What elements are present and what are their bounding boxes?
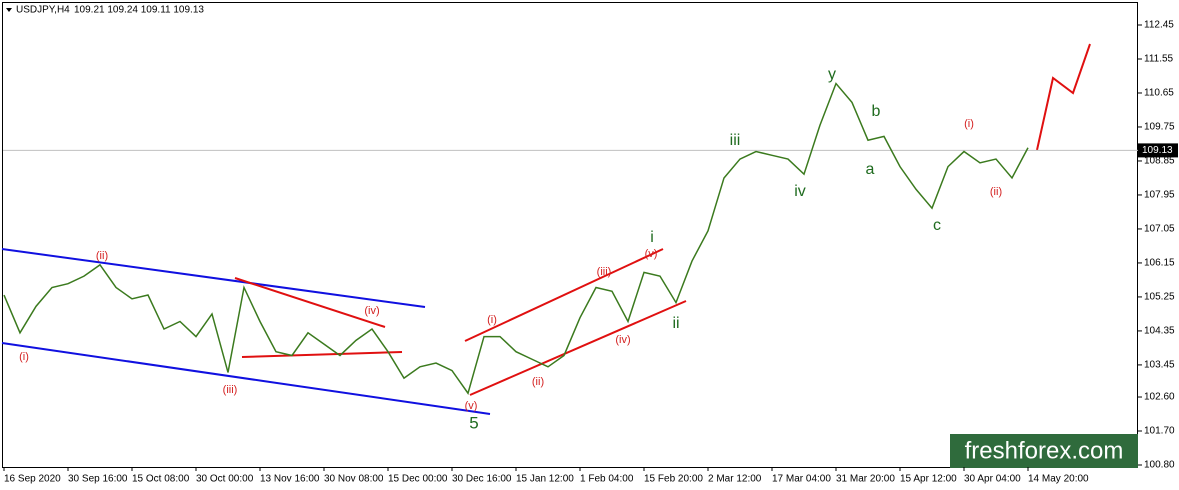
channel-line xyxy=(1,248,426,308)
x-tick-label: 15 Dec 00:00 xyxy=(388,474,448,485)
wave-label: (i) xyxy=(487,314,497,326)
wave-label: (iv) xyxy=(364,305,379,317)
x-tick-label: 15 Feb 20:00 xyxy=(644,474,703,485)
wave-label: (ii) xyxy=(96,250,108,262)
x-tick-label: 30 Sep 16:00 xyxy=(68,474,128,485)
current-price-label: 109.13 xyxy=(1142,145,1173,156)
y-tick-label: 112.45 xyxy=(1144,20,1174,31)
x-tick-label: 1 Feb 04:00 xyxy=(580,474,634,485)
wave-label: iv xyxy=(794,183,806,200)
y-tick-label: 104.35 xyxy=(1144,326,1175,337)
wave-label: (i) xyxy=(19,351,29,363)
y-tick-label: 108.85 xyxy=(1144,156,1175,167)
watermark-box xyxy=(950,434,1138,468)
plot-frame xyxy=(2,2,1138,468)
triangle-line xyxy=(234,277,386,328)
x-tick-label: 14 May 20:00 xyxy=(1028,474,1089,485)
triangle-line xyxy=(241,351,403,358)
x-tick-label: 31 Mar 20:00 xyxy=(836,474,895,485)
quotes: 109.21 109.24 109.11 109.13 xyxy=(74,5,204,16)
x-tick-label: 17 Mar 04:00 xyxy=(772,474,831,485)
y-tick-label: 107.05 xyxy=(1144,224,1175,235)
forecast-path xyxy=(1036,43,1091,151)
y-tick-label: 110.65 xyxy=(1144,88,1174,99)
wave-label: (i) xyxy=(964,118,974,130)
wave-label: (iv) xyxy=(615,334,630,346)
x-tick-label: 15 Oct 08:00 xyxy=(132,474,190,485)
y-tick-label: 102.60 xyxy=(1144,392,1175,403)
y-tick-label: 100.80 xyxy=(1144,460,1175,471)
watermark: freshforex.com xyxy=(965,437,1124,464)
wave-label: (v) xyxy=(465,400,478,412)
x-tick-label: 30 Nov 08:00 xyxy=(324,474,384,485)
symbol: USDJPY,H4 xyxy=(16,5,70,16)
y-tick-label: 101.70 xyxy=(1144,426,1175,437)
x-tick-label: 15 Jan 12:00 xyxy=(516,474,574,485)
x-tick-label: 30 Dec 16:00 xyxy=(452,474,512,485)
y-tick-label: 111.55 xyxy=(1144,54,1174,65)
wave-label: b xyxy=(872,103,881,120)
current-price-box xyxy=(1138,143,1178,158)
wave-label: (ii) xyxy=(532,376,544,388)
y-tick-label: 106.15 xyxy=(1144,258,1175,269)
wave-label: (v) xyxy=(645,248,658,260)
y-tick-label: 107.95 xyxy=(1144,190,1175,201)
channel-line xyxy=(469,300,687,396)
x-tick-label: 13 Nov 16:00 xyxy=(260,474,320,485)
x-tick-label: 2 Mar 12:00 xyxy=(708,474,762,485)
wave-label: (iii) xyxy=(597,266,612,278)
x-tick-label: 16 Sep 2020 xyxy=(4,474,61,485)
wave-label: 5 xyxy=(469,413,478,432)
wave-label: a xyxy=(866,161,875,178)
channel-line xyxy=(1,342,491,415)
wave-label: (iii) xyxy=(223,384,238,396)
x-tick-label: 30 Oct 00:00 xyxy=(196,474,254,485)
channel-line xyxy=(464,248,664,342)
trendlines xyxy=(1,43,1091,415)
menu-arrow[interactable] xyxy=(6,8,12,12)
wave-label: ii xyxy=(672,315,679,332)
y-tick-label: 103.45 xyxy=(1144,360,1175,371)
wave-label: i xyxy=(650,229,654,246)
wave-label: y xyxy=(828,66,836,83)
x-tick-label: 15 Apr 12:00 xyxy=(900,474,957,485)
wave-label: c xyxy=(933,217,941,234)
y-tick-label: 105.25 xyxy=(1144,292,1175,303)
price-line xyxy=(3,82,1029,395)
x-tick-label: 30 Apr 04:00 xyxy=(964,474,1021,485)
y-tick-label: 109.75 xyxy=(1144,122,1175,133)
wave-label: iii xyxy=(730,132,741,149)
wave-label: (ii) xyxy=(990,186,1002,198)
